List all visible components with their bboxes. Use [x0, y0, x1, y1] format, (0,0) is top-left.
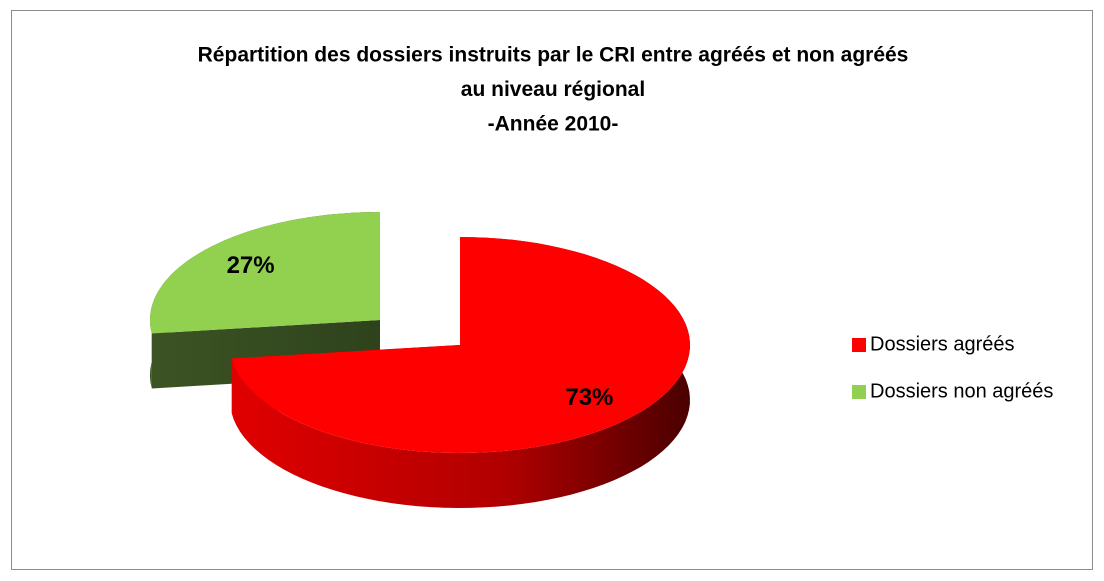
- data-label: 73%: [565, 384, 613, 411]
- chart-title: au niveau régional: [461, 78, 645, 101]
- data-label: 27%: [227, 252, 275, 279]
- legend-swatch: [852, 338, 866, 352]
- legend-swatch: [852, 385, 866, 399]
- chart-title: Répartition des dossiers instruits par l…: [198, 44, 909, 67]
- slice: [150, 212, 380, 334]
- slice: [231, 237, 690, 453]
- chart-title: -Année 2010-: [488, 113, 619, 136]
- legend-label: Dossiers non agréés: [870, 380, 1053, 402]
- legend-label: Dossiers agréés: [870, 333, 1015, 355]
